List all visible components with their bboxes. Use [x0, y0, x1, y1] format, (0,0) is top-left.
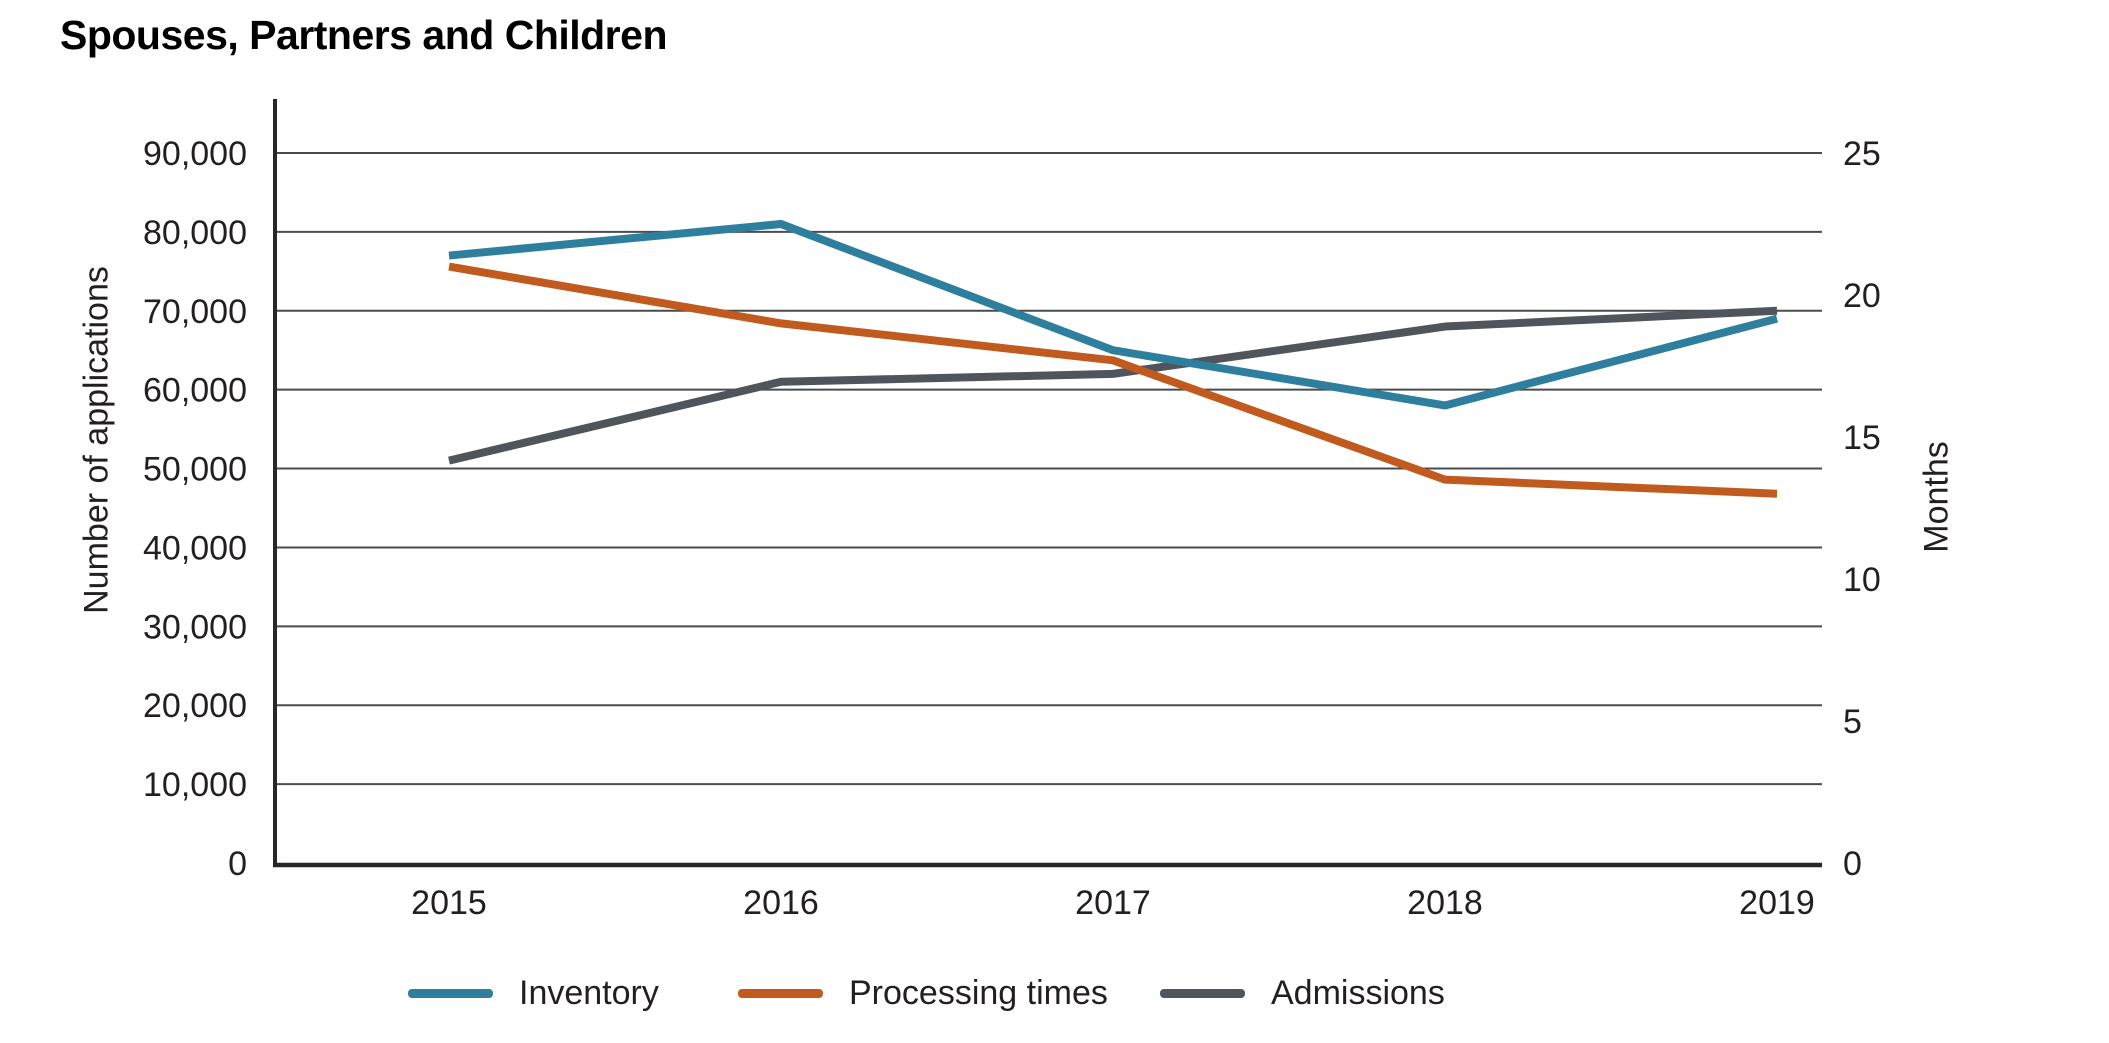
- legend-swatch-admissions: [1160, 988, 1245, 998]
- right-axis-tick-label: 10: [1843, 561, 1881, 599]
- legend-label-admissions: Admissions: [1271, 973, 1445, 1012]
- series-line-inventory: [448, 220, 1779, 410]
- x-axis-tick-label: 2017: [1075, 884, 1151, 922]
- left-axis-tick-label: 60,000: [143, 372, 247, 410]
- right-axis-tick-label: 5: [1843, 703, 1862, 741]
- right-axis-tick-label: 20: [1843, 277, 1881, 315]
- x-axis-tick-label: 2019: [1739, 884, 1815, 922]
- left-axis-tick-label: 10,000: [143, 766, 247, 804]
- legend-swatch-processing-times: [738, 988, 823, 998]
- right-axis-tick-label: 15: [1843, 419, 1881, 457]
- legend-swatch-inventory: [408, 988, 493, 998]
- legend-item-inventory: Inventory: [408, 972, 659, 1014]
- x-axis-tick-label: 2016: [743, 884, 819, 922]
- series-line-processing-times: [448, 262, 1778, 498]
- left-axis-tick-label: 80,000: [143, 214, 247, 252]
- left-axis-tick-label: 70,000: [143, 293, 247, 331]
- left-axis-tick-label: 0: [228, 845, 247, 883]
- left-axis-tick-label: 40,000: [143, 529, 247, 567]
- x-axis-tick-label: 2018: [1407, 884, 1483, 922]
- chart-title: Spouses, Partners and Children: [60, 12, 668, 58]
- legend-label-processing-times: Processing times: [849, 973, 1108, 1012]
- left-axis-tick-label: 90,000: [143, 135, 247, 173]
- legend-label-inventory: Inventory: [519, 973, 659, 1012]
- left-axis-tick-label: 30,000: [143, 608, 247, 646]
- legend-item-admissions: Admissions: [1160, 972, 1445, 1014]
- x-axis-tick-label: 2015: [411, 884, 487, 922]
- left-axis-tick-label: 20,000: [143, 687, 247, 725]
- left-axis-tick-label: 50,000: [143, 451, 247, 489]
- right-axis-tick-label: 25: [1843, 135, 1881, 173]
- series-line-admissions: [448, 306, 1778, 465]
- right-axis-tick-label: 0: [1843, 845, 1862, 883]
- legend-item-processing-times: Processing times: [738, 972, 1108, 1014]
